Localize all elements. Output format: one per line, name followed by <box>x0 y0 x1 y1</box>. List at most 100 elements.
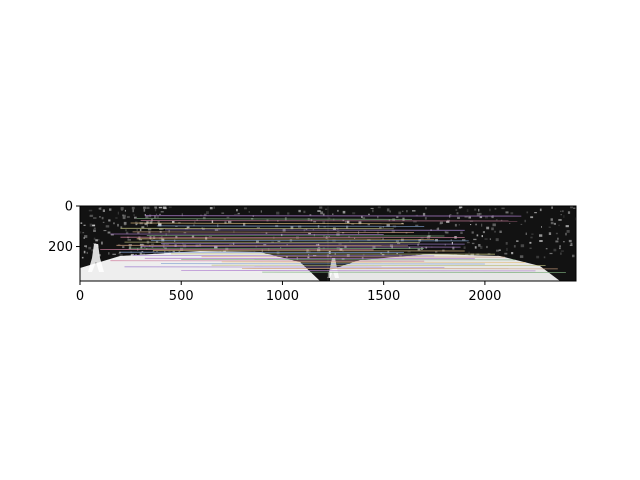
foliage-speck <box>256 240 259 243</box>
foliage-speck <box>92 224 96 227</box>
foliage-speck <box>449 214 452 216</box>
foliage-speck <box>568 239 572 243</box>
foliage-speck <box>380 252 383 254</box>
foliage-speck <box>396 216 399 218</box>
foliage-speck <box>81 256 84 259</box>
foliage-speck <box>386 224 390 227</box>
foliage-speck <box>102 221 105 223</box>
foliage-speck <box>496 249 500 252</box>
foliage-speck <box>193 224 195 227</box>
foliage-speck <box>471 231 474 234</box>
foliage-speck <box>127 236 129 239</box>
foliage-speck <box>465 253 469 256</box>
foliage-speck <box>223 250 226 252</box>
foliage-speck <box>462 239 466 241</box>
foliage-speck <box>336 231 340 233</box>
foliage-speck <box>405 232 408 234</box>
foliage-speck <box>183 244 187 248</box>
foliage-speck <box>102 209 105 212</box>
foliage-speck <box>91 249 95 252</box>
x-tick-label: 500 <box>169 289 194 304</box>
foliage-speck <box>417 248 421 251</box>
foliage-speck <box>435 239 438 242</box>
foliage-speck <box>323 226 326 228</box>
foliage-speck <box>520 244 525 248</box>
foliage-speck <box>550 221 554 225</box>
foliage-speck <box>368 213 370 216</box>
foliage-speck <box>303 210 306 214</box>
foliage-speck <box>415 254 419 256</box>
foliage-speck <box>143 209 146 212</box>
foliage-speck <box>82 232 85 234</box>
foliage-speck <box>256 227 260 229</box>
foliage-speck <box>510 212 514 215</box>
foliage-speck <box>162 228 164 231</box>
match-lines <box>100 215 566 273</box>
foliage-speck <box>344 220 348 223</box>
foliage-speck <box>164 252 169 254</box>
foliage-speck <box>468 251 470 254</box>
foliage-speck <box>318 243 319 246</box>
foliage-speck <box>346 225 349 229</box>
foliage-speck <box>445 231 449 234</box>
foliage-speck <box>308 251 311 253</box>
foliage-speck <box>549 252 553 255</box>
foliage-speck <box>144 222 148 226</box>
foliage-speck <box>489 238 491 240</box>
foliage-speck <box>444 243 446 246</box>
foliage-speck <box>484 238 488 240</box>
foliage-speck <box>391 230 395 233</box>
foliage-speck <box>281 233 283 237</box>
foliage-speck <box>265 232 268 235</box>
foliage-speck <box>447 219 450 222</box>
foliage-speck <box>132 209 134 213</box>
foliage-speck <box>458 224 460 226</box>
foliage-speck <box>119 254 123 257</box>
foliage-speck <box>124 224 126 226</box>
foliage-speck <box>165 233 167 236</box>
match-line <box>140 246 461 248</box>
foliage-speck <box>144 214 146 216</box>
foliage-speck <box>530 216 534 219</box>
foliage-speck <box>428 231 430 235</box>
foliage-speck <box>142 253 145 256</box>
foliage-speck <box>120 207 124 210</box>
foliage-speck <box>339 248 343 251</box>
foliage-speck <box>501 207 505 210</box>
foliage-speck <box>424 217 427 220</box>
foliage-speck <box>474 246 477 249</box>
foliage-speck <box>468 216 471 219</box>
foliage-speck <box>560 214 562 216</box>
foliage-speck <box>486 226 490 230</box>
foliage-speck <box>146 206 150 209</box>
foliage-speck <box>459 206 463 209</box>
foliage-speck <box>117 211 119 215</box>
foliage-speck <box>319 206 323 209</box>
foliage-speck <box>287 212 290 215</box>
foliage-speck <box>558 224 560 227</box>
foliage-speck <box>89 214 94 217</box>
foliage-speck <box>135 224 137 226</box>
foliage-speck <box>352 212 356 215</box>
foliage-speck <box>144 246 146 248</box>
foliage-speck <box>500 219 503 222</box>
foliage-speck <box>133 214 135 216</box>
foliage-speck <box>555 240 559 243</box>
foliage-speck <box>548 226 551 228</box>
foliage-speck <box>470 253 474 256</box>
foliage-speck <box>194 221 196 223</box>
foliage-speck <box>495 238 499 242</box>
foliage-speck <box>464 216 468 218</box>
foliage-speck <box>202 216 206 220</box>
foliage-speck <box>397 242 401 245</box>
foliage-speck <box>97 239 100 241</box>
foliage-speck <box>531 233 534 235</box>
foliage-speck <box>480 245 483 249</box>
foliage-speck <box>370 207 374 209</box>
foliage-speck <box>520 223 523 225</box>
foliage-speck <box>138 238 143 241</box>
foliage-speck <box>130 253 134 256</box>
foliage-speck <box>162 206 167 209</box>
foliage-speck <box>499 230 502 233</box>
foliage-speck <box>460 231 463 234</box>
